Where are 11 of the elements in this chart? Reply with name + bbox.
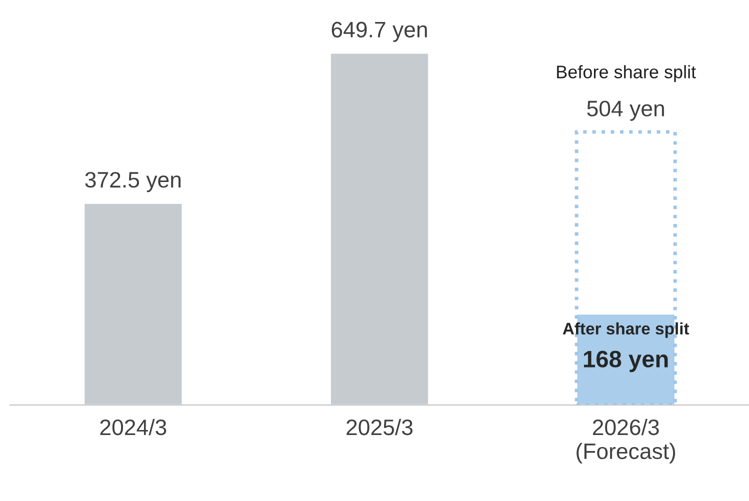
bar (330, 53, 430, 405)
x-tick-label: 2024/3 (100, 418, 166, 436)
text: Before share split (557, 65, 696, 82)
data-label: 504 yen (587, 100, 664, 121)
bar (83, 202, 184, 405)
data-label: 372.5 yen (85, 172, 181, 192)
x-tick-label: 2026/3 (Forecast) (576, 418, 676, 464)
data-label: 649.7 yen (332, 22, 427, 42)
series-label: After share split (562, 322, 690, 338)
data-label: 168 yen (584, 350, 668, 372)
x-tick-label: 2025/3 (346, 418, 413, 436)
